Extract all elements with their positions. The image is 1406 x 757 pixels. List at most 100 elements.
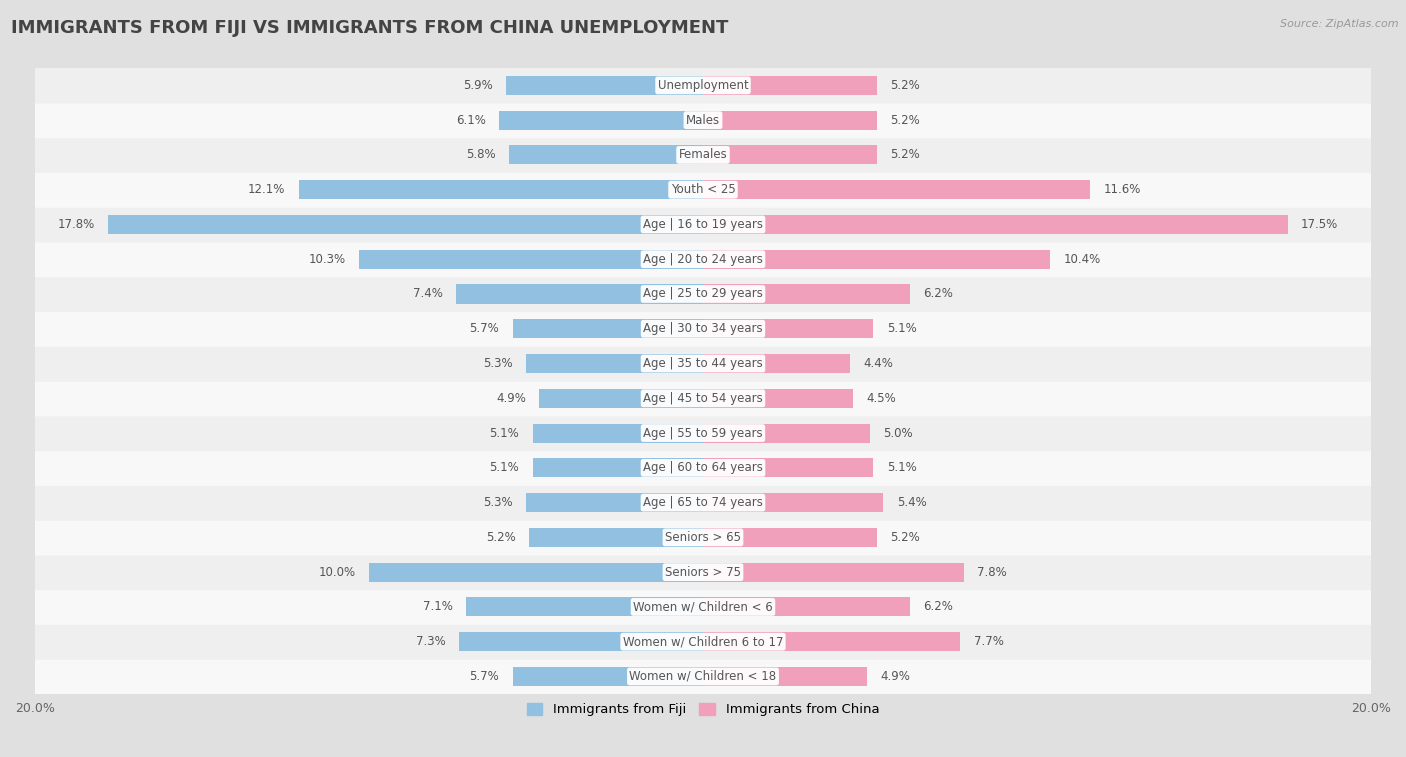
Text: 5.1%: 5.1% <box>887 322 917 335</box>
FancyBboxPatch shape <box>34 484 1372 521</box>
Text: Unemployment: Unemployment <box>658 79 748 92</box>
Text: Age | 25 to 29 years: Age | 25 to 29 years <box>643 288 763 301</box>
FancyBboxPatch shape <box>34 241 1372 277</box>
Bar <box>703 597 910 616</box>
Text: Source: ZipAtlas.com: Source: ZipAtlas.com <box>1281 19 1399 29</box>
Text: 4.9%: 4.9% <box>496 392 526 405</box>
Bar <box>529 528 703 547</box>
Text: Age | 30 to 34 years: Age | 30 to 34 years <box>643 322 763 335</box>
Text: Age | 45 to 54 years: Age | 45 to 54 years <box>643 392 763 405</box>
Text: 5.8%: 5.8% <box>467 148 496 161</box>
Text: Age | 16 to 19 years: Age | 16 to 19 years <box>643 218 763 231</box>
FancyBboxPatch shape <box>34 624 1372 660</box>
Bar <box>703 76 877 95</box>
Text: 4.4%: 4.4% <box>863 357 893 370</box>
FancyBboxPatch shape <box>34 276 1372 312</box>
Text: 5.2%: 5.2% <box>486 531 516 544</box>
Text: Females: Females <box>679 148 727 161</box>
Text: 5.1%: 5.1% <box>489 426 519 440</box>
Text: Women w/ Children < 18: Women w/ Children < 18 <box>630 670 776 683</box>
Text: 7.1%: 7.1% <box>423 600 453 613</box>
Text: Seniors > 65: Seniors > 65 <box>665 531 741 544</box>
Text: 5.7%: 5.7% <box>470 322 499 335</box>
Text: 7.4%: 7.4% <box>412 288 443 301</box>
Bar <box>509 145 703 164</box>
Text: 10.3%: 10.3% <box>308 253 346 266</box>
Bar <box>703 493 883 512</box>
Text: 17.5%: 17.5% <box>1301 218 1339 231</box>
Text: 5.1%: 5.1% <box>887 461 917 475</box>
Text: Age | 20 to 24 years: Age | 20 to 24 years <box>643 253 763 266</box>
Text: 12.1%: 12.1% <box>247 183 285 196</box>
Bar <box>703 111 877 129</box>
Text: 17.8%: 17.8% <box>58 218 96 231</box>
Bar <box>526 354 703 373</box>
FancyBboxPatch shape <box>34 102 1372 139</box>
Text: 11.6%: 11.6% <box>1104 183 1142 196</box>
Bar <box>526 493 703 512</box>
Text: 5.2%: 5.2% <box>890 148 920 161</box>
Bar <box>703 632 960 651</box>
Bar <box>108 215 703 234</box>
Text: 6.2%: 6.2% <box>924 288 953 301</box>
Bar <box>359 250 703 269</box>
FancyBboxPatch shape <box>34 589 1372 625</box>
Bar <box>533 423 703 443</box>
Bar <box>703 667 866 686</box>
FancyBboxPatch shape <box>34 415 1372 451</box>
Bar <box>506 76 703 95</box>
Bar <box>703 319 873 338</box>
Text: 10.0%: 10.0% <box>319 565 356 578</box>
Bar <box>703 285 910 304</box>
Text: 7.8%: 7.8% <box>977 565 1007 578</box>
Text: 4.9%: 4.9% <box>880 670 910 683</box>
Bar <box>513 319 703 338</box>
Text: 5.9%: 5.9% <box>463 79 492 92</box>
FancyBboxPatch shape <box>34 345 1372 382</box>
Text: Age | 55 to 59 years: Age | 55 to 59 years <box>643 426 763 440</box>
FancyBboxPatch shape <box>34 380 1372 416</box>
Text: 4.5%: 4.5% <box>866 392 897 405</box>
Text: IMMIGRANTS FROM FIJI VS IMMIGRANTS FROM CHINA UNEMPLOYMENT: IMMIGRANTS FROM FIJI VS IMMIGRANTS FROM … <box>11 19 728 37</box>
Text: 5.7%: 5.7% <box>470 670 499 683</box>
FancyBboxPatch shape <box>34 137 1372 173</box>
Bar <box>533 458 703 478</box>
FancyBboxPatch shape <box>34 207 1372 242</box>
Text: 5.2%: 5.2% <box>890 531 920 544</box>
Text: Youth < 25: Youth < 25 <box>671 183 735 196</box>
Text: 7.3%: 7.3% <box>416 635 446 648</box>
FancyBboxPatch shape <box>34 172 1372 207</box>
FancyBboxPatch shape <box>34 554 1372 590</box>
Text: 5.4%: 5.4% <box>897 496 927 509</box>
Text: Age | 60 to 64 years: Age | 60 to 64 years <box>643 461 763 475</box>
Text: Women w/ Children 6 to 17: Women w/ Children 6 to 17 <box>623 635 783 648</box>
Text: Seniors > 75: Seniors > 75 <box>665 565 741 578</box>
Text: Males: Males <box>686 114 720 126</box>
Bar <box>703 250 1050 269</box>
Bar <box>703 354 851 373</box>
Bar <box>540 389 703 408</box>
Bar <box>513 667 703 686</box>
Text: 5.1%: 5.1% <box>489 461 519 475</box>
Bar <box>703 423 870 443</box>
Text: Age | 65 to 74 years: Age | 65 to 74 years <box>643 496 763 509</box>
Text: 5.0%: 5.0% <box>883 426 912 440</box>
Bar <box>703 528 877 547</box>
Bar <box>299 180 703 199</box>
Legend: Immigrants from Fiji, Immigrants from China: Immigrants from Fiji, Immigrants from Ch… <box>522 698 884 721</box>
Text: 6.1%: 6.1% <box>456 114 486 126</box>
Bar <box>456 285 703 304</box>
Bar <box>703 145 877 164</box>
FancyBboxPatch shape <box>34 67 1372 104</box>
Text: Age | 35 to 44 years: Age | 35 to 44 years <box>643 357 763 370</box>
Bar <box>368 562 703 581</box>
Text: 5.2%: 5.2% <box>890 114 920 126</box>
Bar <box>460 632 703 651</box>
Bar <box>703 180 1091 199</box>
FancyBboxPatch shape <box>34 659 1372 694</box>
Text: 6.2%: 6.2% <box>924 600 953 613</box>
Bar <box>703 215 1288 234</box>
Text: 5.3%: 5.3% <box>484 357 513 370</box>
Text: 5.3%: 5.3% <box>484 496 513 509</box>
Bar <box>499 111 703 129</box>
